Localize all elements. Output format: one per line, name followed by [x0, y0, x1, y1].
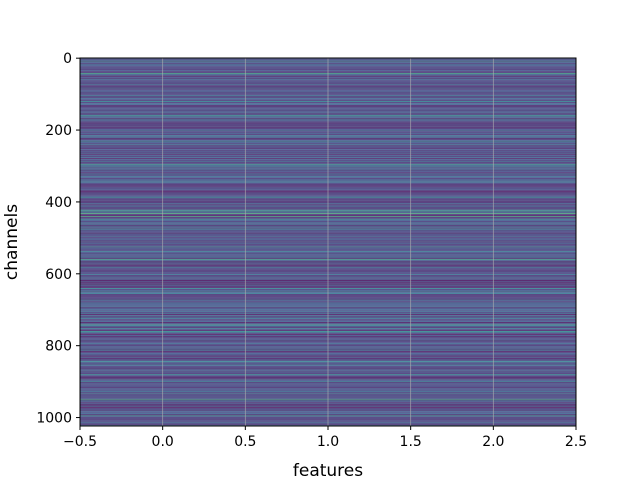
y-tick-label: 400: [45, 195, 72, 211]
x-axis: −0.5 0.0 0.5 1.0 1.5 2.0 2.5: [63, 426, 587, 450]
x-tick-label: −0.5: [63, 434, 97, 450]
y-axis: 0 200 400 600 800 1000: [36, 51, 80, 427]
y-tick-label: 0: [63, 51, 72, 67]
y-tick-label: 200: [45, 123, 72, 139]
x-tick-label: 2.0: [482, 434, 504, 450]
grid-lines: [79, 58, 577, 426]
y-tick-label: 800: [45, 339, 72, 355]
x-tick-label: 0.0: [152, 434, 174, 450]
x-axis-label: features: [293, 461, 363, 480]
x-tick-label: 0.5: [234, 434, 256, 450]
y-tick-label: 600: [45, 267, 72, 283]
x-tick-label: 1.5: [400, 434, 422, 450]
y-tick-label: 1000: [36, 411, 72, 427]
x-tick-label: 1.0: [317, 434, 339, 450]
y-axis-label: channels: [2, 204, 22, 280]
x-tick-label: 2.5: [565, 434, 587, 450]
